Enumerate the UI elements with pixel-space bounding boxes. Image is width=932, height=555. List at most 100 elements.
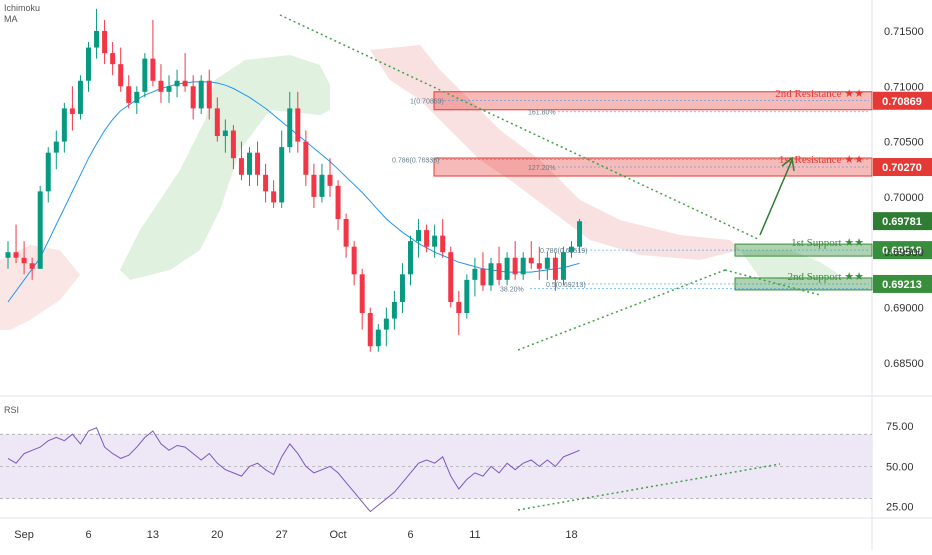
candle-body-45 [367,313,373,347]
candle-body-55 [448,252,454,302]
candle-body-13 [110,53,116,65]
candle-body-49 [399,274,405,302]
trendline-lower-ext [724,269,821,296]
projection-arrow-line [759,159,793,236]
time-tick-label-3: 20 [211,529,223,541]
fib-label-2: 0.786(0.70338) [392,158,439,165]
candle-body-44 [359,274,365,314]
candle-body-14 [118,64,124,87]
candle-body-29 [238,158,244,175]
ichimoku-indicator-label[interactable]: Ichimoku [4,3,41,13]
time-tick-label-0: Sep [14,529,34,541]
level-price-badge-3 [873,241,932,260]
time-tick-label-5: Oct [329,529,346,541]
candle-body-69 [560,252,566,280]
candle-body-22 [182,80,188,87]
candle-body-19 [158,80,164,92]
candle-body-43 [351,246,357,275]
candle-body-53 [432,235,438,247]
level-label-4: 2nd Support ★★ [787,271,864,283]
time-tick-label-8: 18 [565,529,577,541]
price-tick-label-1: 0.71000 [884,81,924,93]
candle-body-20 [166,86,172,92]
ichimoku-cloud-red [370,45,740,260]
candle-body-21 [174,80,180,87]
rsi-tick-label-1: 50.00 [886,461,914,473]
candle-body-23 [190,86,196,109]
fib-label-6: 38.20% [500,287,524,294]
candle-body-38 [311,174,317,197]
rsi-tick-label-0: 75.00 [886,421,914,433]
projection-arrow-head [781,156,795,172]
candle-body-54 [440,235,446,253]
candle-body-30 [247,152,252,175]
rsi-indicator-label[interactable]: RSI [4,405,20,415]
candle-body-2 [21,257,27,264]
price-tick-label-2: 0.70500 [884,137,924,149]
candle-body-3 [29,263,35,269]
candle-body-39 [319,174,325,197]
rsi-line [7,427,580,513]
candle-body-16 [134,91,140,103]
price-tick-label-6: 0.68500 [884,358,924,370]
candle-body-33 [271,191,277,203]
trendline-upper [279,14,761,241]
candle-body-56 [456,301,462,314]
candle-body-26 [214,108,220,137]
ichimoku-cloud-red-left [0,245,80,330]
candle-body-24 [198,80,204,109]
candle-body-10 [86,47,91,81]
candle-body-60 [488,263,494,286]
candle-body-17 [142,58,148,92]
fib-label-3: 127.20% [528,165,556,172]
level-label-1: 2nd Resistance ★★ [775,88,864,100]
candle-body-0 [5,252,11,258]
level-price-badge-4 [873,274,932,293]
candle-body-6 [53,141,59,153]
level-zone-2 [433,157,873,177]
time-tick-label-7: 11 [469,529,480,541]
candle-body-71 [577,221,583,247]
level-price-badge-2 [873,158,932,177]
candle-body-47 [383,318,389,330]
level-label-2: 1st Resistance ★★ [779,154,864,166]
trendline-lower [517,269,726,351]
candle-body-40 [327,174,333,186]
candle-body-25 [206,80,212,109]
level-price-text-2: 0.70270 [882,162,922,174]
candle-body-50 [408,241,413,275]
ichimoku-cloud-green [120,55,330,280]
candle-body-11 [94,30,100,48]
candle-body-59 [480,268,486,286]
time-tick-label-1: 6 [85,529,91,541]
candle-body-37 [303,141,309,175]
candle-body-9 [77,80,83,114]
candle-body-27 [222,130,228,137]
candle-body-58 [472,268,478,280]
candle-body-4 [37,191,43,269]
candle-body-64 [520,257,526,275]
fib-label-5: 0.5(0.69213) [546,282,586,289]
price-tick-label-5: 0.69000 [884,303,924,315]
candle-body-46 [375,329,381,347]
candle-body-52 [424,230,430,247]
candle-body-35 [287,108,293,148]
candle-body-41 [335,185,341,220]
fib-label-1: 161.80% [528,110,556,117]
candle-body-42 [343,219,349,247]
fib-label-0: 1(0.70869) [410,99,444,106]
rsi-trendline [517,463,781,511]
candle-body-12 [102,30,108,54]
rsi-band [0,434,872,499]
candle-body-66 [536,263,542,269]
candle-body-70 [569,246,574,253]
ma-indicator-label[interactable]: MA [4,14,18,24]
candle-body-51 [416,230,422,242]
candle-body-34 [279,147,285,203]
level-price-text-1: 0.70869 [882,96,922,108]
candle-body-15 [126,86,132,103]
candle-body-18 [150,58,156,81]
ichimoku-cloud-green-right [740,250,840,280]
